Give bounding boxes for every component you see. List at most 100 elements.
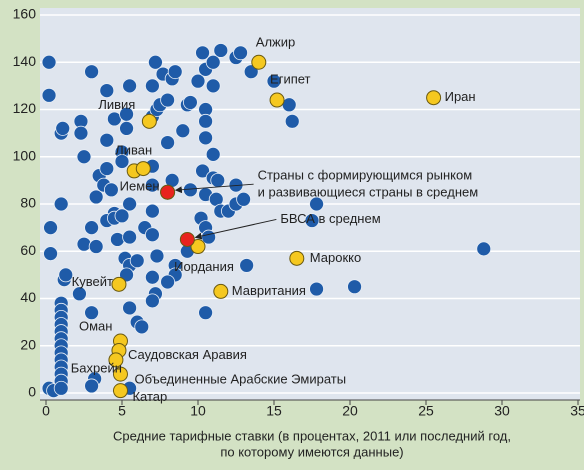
- point: [149, 248, 165, 264]
- point: [198, 305, 214, 321]
- point: [129, 253, 145, 269]
- callout-arrow: [174, 183, 254, 194]
- point-label: Иран: [445, 89, 476, 104]
- point: [88, 239, 104, 254]
- point: [88, 189, 104, 205]
- point: [289, 250, 305, 266]
- x-tick-label: 35: [570, 403, 584, 419]
- point: [141, 113, 157, 129]
- point-label: Марокко: [310, 250, 361, 265]
- y-tick-label: 60: [20, 242, 36, 258]
- point: [55, 120, 71, 136]
- point: [198, 113, 214, 129]
- point-label: Бахрейн: [71, 360, 122, 375]
- point: [205, 146, 221, 162]
- point: [114, 208, 130, 224]
- point-label: Иемен: [120, 179, 160, 194]
- point: [41, 87, 57, 103]
- point: [198, 130, 214, 146]
- point-label: Кувейт: [72, 274, 113, 289]
- x-tick-label: 25: [418, 403, 434, 419]
- point: [144, 203, 160, 219]
- point: [112, 366, 128, 382]
- point-label: Египет: [270, 71, 311, 86]
- point: [73, 125, 89, 141]
- point: [476, 241, 492, 257]
- point: [41, 54, 57, 70]
- point: [213, 283, 229, 299]
- point: [160, 135, 176, 150]
- x-tick-label: 5: [118, 403, 126, 419]
- point: [122, 78, 138, 94]
- point: [72, 286, 87, 302]
- point-label: Ливия: [98, 97, 135, 112]
- point: [43, 220, 58, 236]
- point: [53, 380, 69, 396]
- point: [347, 279, 362, 295]
- point: [114, 154, 130, 169]
- point: [304, 213, 320, 228]
- y-tick-label: 120: [13, 100, 37, 116]
- point: [205, 78, 221, 94]
- point: [144, 227, 160, 243]
- point-label: Иордания: [174, 259, 234, 274]
- point: [58, 267, 74, 283]
- point: [160, 274, 176, 290]
- point: [99, 161, 115, 176]
- point: [122, 300, 138, 316]
- point: [99, 132, 115, 148]
- point: [144, 293, 160, 309]
- point: [134, 319, 150, 335]
- point: [144, 78, 160, 94]
- point-label: Объединенные Арабские Эмираты: [134, 372, 346, 387]
- point: [148, 54, 163, 70]
- point: [135, 161, 151, 177]
- x-tick-label: 15: [266, 403, 282, 419]
- x-tick-label: 30: [494, 403, 510, 419]
- point: [103, 182, 119, 198]
- callout-label: и развивающиеся страны в среднем: [258, 185, 479, 200]
- point: [266, 73, 282, 89]
- point: [160, 184, 176, 200]
- point: [167, 64, 183, 80]
- point: [195, 45, 210, 61]
- point: [43, 246, 58, 262]
- point: [426, 90, 442, 106]
- y-tick-label: 100: [13, 147, 37, 163]
- x-axis-label: Средние тарифные ставки (в процентах, 20…: [113, 428, 511, 443]
- point: [210, 172, 226, 188]
- point: [233, 45, 248, 61]
- point-label: Ливан: [115, 142, 152, 157]
- point: [213, 43, 229, 58]
- callout-label: БВСА в среднем: [280, 211, 380, 226]
- point: [76, 236, 92, 252]
- point: [205, 54, 221, 70]
- point-label: Саудовская Аравия: [128, 347, 247, 362]
- point: [99, 83, 115, 98]
- point: [236, 191, 252, 207]
- point: [84, 378, 99, 394]
- point: [112, 383, 128, 399]
- y-tick-label: 80: [20, 195, 36, 211]
- point: [309, 281, 324, 297]
- point: [122, 229, 138, 245]
- point: [110, 232, 125, 247]
- x-tick-label: 10: [190, 403, 206, 419]
- x-tick-label: 0: [42, 403, 50, 419]
- point: [309, 196, 324, 212]
- point: [119, 120, 134, 136]
- point: [182, 95, 198, 110]
- point: [84, 220, 99, 236]
- point: [53, 196, 69, 212]
- point-label: Мавритания: [232, 283, 306, 298]
- y-tick-label: 140: [13, 53, 37, 69]
- point: [190, 239, 206, 255]
- point: [84, 305, 99, 321]
- point: [251, 54, 267, 70]
- point-label: Алжир: [256, 35, 295, 50]
- callout-arrow: [194, 218, 277, 240]
- point: [144, 269, 160, 285]
- point: [108, 352, 124, 368]
- point: [111, 276, 127, 292]
